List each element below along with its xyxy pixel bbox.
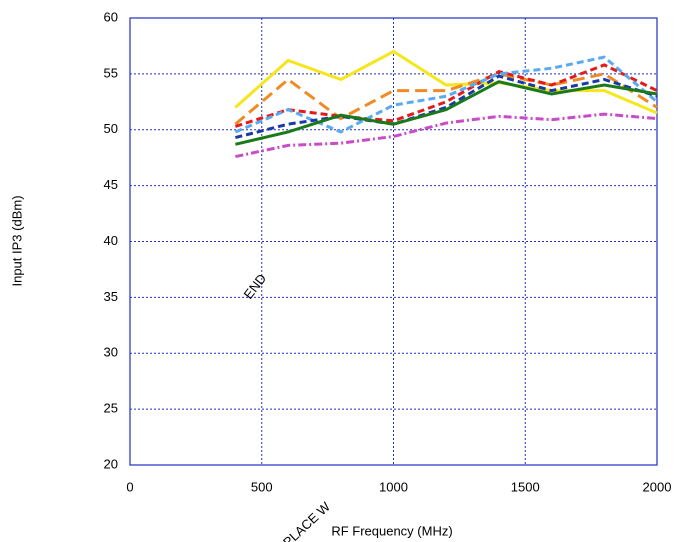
x-tick-label: 1500 — [511, 479, 540, 494]
x-axis-label: RF Frequency (MHz) — [331, 523, 452, 538]
x-tick-label: 0 — [126, 479, 133, 494]
y-tick-label: 55 — [104, 65, 118, 80]
y-tick-label: 25 — [104, 401, 118, 416]
y-tick-label: 30 — [104, 345, 118, 360]
plot-frame — [129, 17, 658, 466]
y-tick-label: 20 — [104, 456, 118, 471]
x-tick-label: 500 — [251, 479, 273, 494]
x-tick-label: 1000 — [379, 479, 408, 494]
y-tick-label: 60 — [104, 9, 118, 24]
y-axis-label: Input IP3 (dBm) — [9, 195, 24, 286]
y-tick-label: 50 — [104, 121, 118, 136]
y-tick-label: 45 — [104, 177, 118, 192]
x-tick-label: 2000 — [643, 479, 672, 494]
series-line — [234, 72, 658, 126]
series-line — [235, 74, 658, 140]
watermark: REPLACE W — [267, 499, 334, 542]
series-line — [235, 80, 658, 146]
series-line — [234, 49, 658, 115]
y-tick-label: 40 — [104, 233, 118, 248]
watermark: END — [241, 271, 270, 302]
series-line — [235, 112, 658, 159]
y-tick-label: 35 — [104, 289, 118, 304]
